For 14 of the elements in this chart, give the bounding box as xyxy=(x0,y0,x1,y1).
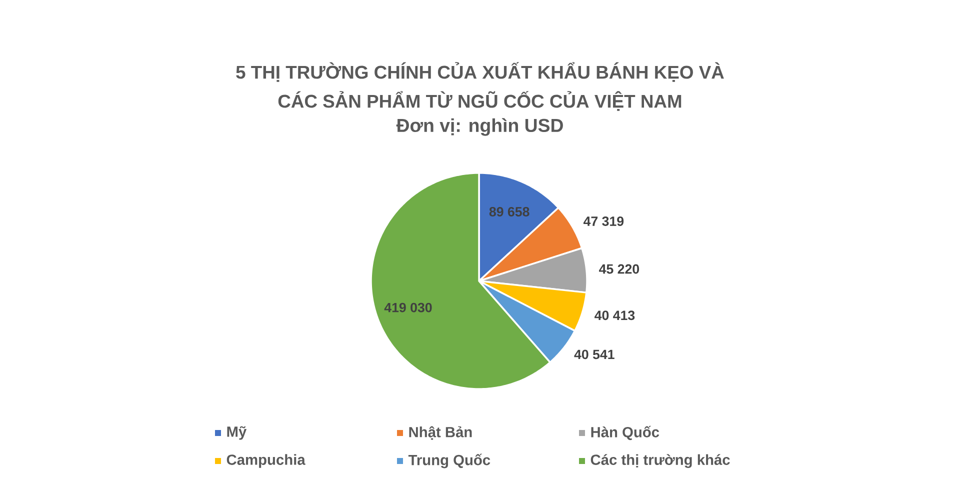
legend-label: Mỹ xyxy=(227,426,247,440)
data-label: 419 030 xyxy=(384,302,432,312)
legend-label: Các thị trường khác xyxy=(590,454,730,468)
data-label: 89 658 xyxy=(489,207,530,216)
chart-subtitle: Đơn vị: nghìn USD xyxy=(396,118,563,136)
chart-title: 5 THỊ TRƯỜNG CHÍNH CỦA XUẤT KHẨU BÁNH KẸO VÀ CÁC SẢN PHẨM TỪ NGŨ CỐC CỦA VIỆT NAM xyxy=(236,62,724,111)
legend-label: Hàn Quốc xyxy=(591,426,660,440)
data-label: 45 220 xyxy=(599,264,640,274)
data-label: 40 413 xyxy=(594,310,635,320)
legend-label: Campuchia xyxy=(226,454,306,468)
data-label: 47 319 xyxy=(583,216,624,226)
data-label: 40 541 xyxy=(574,350,614,360)
legend-label: Nhật Bản xyxy=(409,426,472,440)
legend-label: Trung Quốc xyxy=(408,454,490,468)
